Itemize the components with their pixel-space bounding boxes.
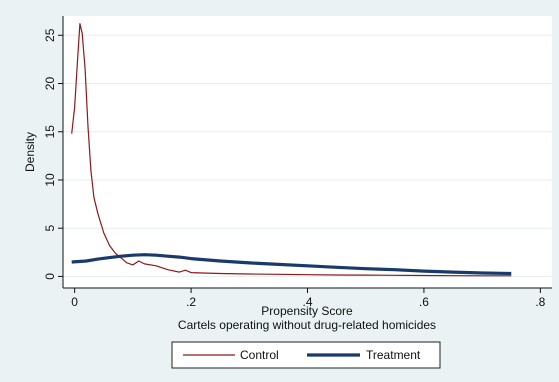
- x-tick-label: .6: [419, 295, 429, 309]
- y-tick-label: 5: [43, 225, 57, 232]
- axes: 0 5 10 15 20 25 0 .2 .4 .6 .8: [43, 16, 552, 309]
- legend-label-treatment: Treatment: [366, 348, 421, 362]
- series-line-treatment: [71, 253, 512, 276]
- y-tick-label: 10: [43, 173, 57, 187]
- y-tick-label: 15: [43, 125, 57, 139]
- x-tick-label: .8: [535, 295, 545, 309]
- legend-label-control: Control: [240, 348, 279, 362]
- series-line-control: [71, 23, 512, 277]
- chart-subtitle: Cartels operating without drug-related h…: [178, 318, 436, 332]
- y-axis-title: Density: [23, 132, 37, 172]
- plot-region: [63, 16, 552, 288]
- x-tick-label: 0: [71, 295, 78, 309]
- y-tick-label: 25: [43, 28, 57, 42]
- x-tick-label: .2: [186, 295, 196, 309]
- series-layer: [71, 23, 512, 277]
- legend: Control Treatment: [171, 341, 441, 369]
- x-tick-label: .4: [302, 295, 312, 309]
- gridlines: [63, 34, 552, 277]
- x-axis-title: Propensity Score: [261, 304, 353, 318]
- y-tick-label: 0: [43, 273, 57, 280]
- y-tick-label: 20: [43, 77, 57, 91]
